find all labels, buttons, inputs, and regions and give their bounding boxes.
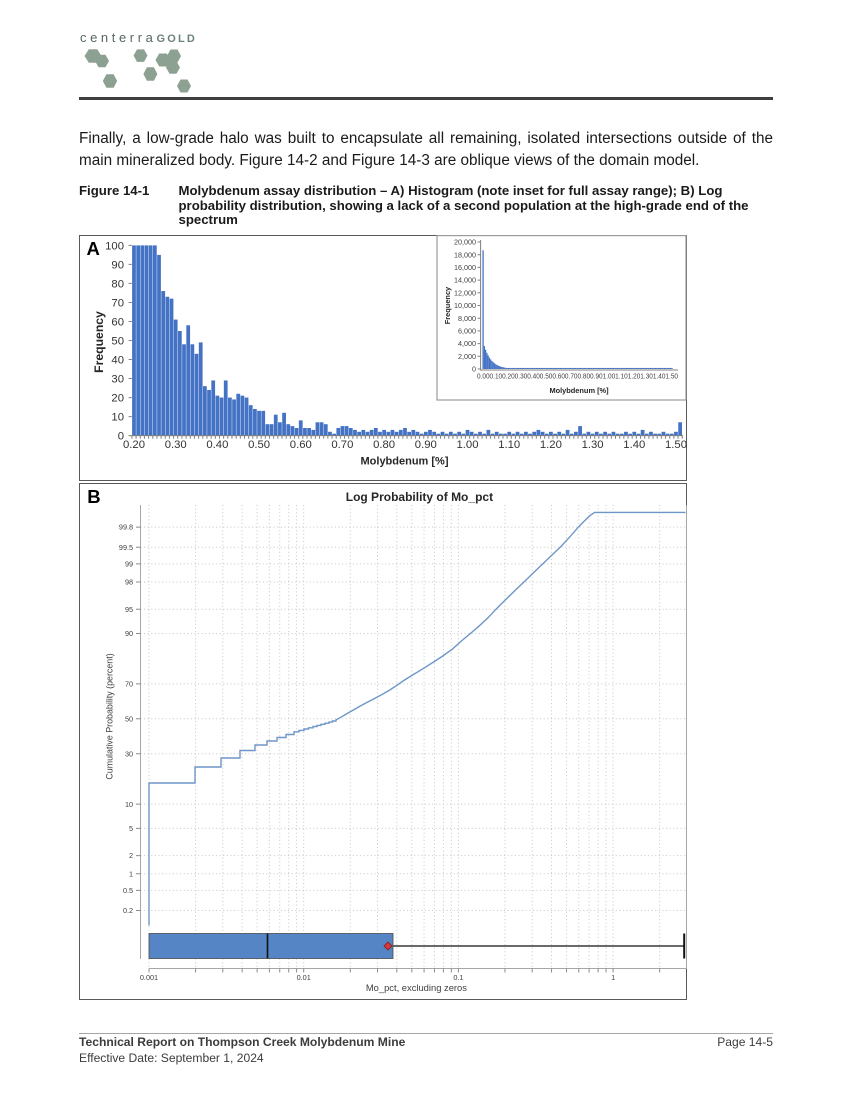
svg-text:0.20: 0.20: [123, 439, 145, 451]
svg-text:20,000: 20,000: [454, 238, 476, 247]
svg-text:0.01: 0.01: [297, 973, 311, 982]
svg-text:12,000: 12,000: [454, 288, 476, 297]
svg-text:0.50: 0.50: [248, 439, 270, 451]
svg-text:10: 10: [111, 412, 124, 424]
svg-text:40: 40: [111, 355, 124, 367]
svg-text:0.000.100.200.300.400.500.600.: 0.000.100.200.300.400.500.600.700.800.90…: [477, 372, 678, 381]
svg-text:50: 50: [125, 714, 133, 723]
svg-text:Molybdenum [%]: Molybdenum [%]: [361, 456, 449, 468]
svg-text:100: 100: [105, 240, 124, 252]
svg-text:10: 10: [125, 800, 133, 809]
svg-text:0.2: 0.2: [123, 906, 133, 915]
svg-text:95: 95: [125, 605, 133, 614]
svg-text:5: 5: [129, 824, 133, 833]
svg-text:70: 70: [125, 680, 133, 689]
svg-text:Cumulative Probability (percen: Cumulative Probability (percent): [104, 653, 114, 779]
svg-text:99.5: 99.5: [119, 543, 133, 552]
svg-text:1: 1: [129, 869, 133, 878]
svg-text:70: 70: [111, 298, 124, 310]
svg-text:0.70: 0.70: [331, 439, 353, 451]
svg-text:98: 98: [125, 578, 133, 587]
svg-text:0.40: 0.40: [206, 439, 228, 451]
svg-text:30: 30: [111, 374, 124, 386]
svg-text:1.50: 1.50: [665, 439, 687, 451]
svg-text:0.5: 0.5: [123, 886, 133, 895]
svg-text:Mo_pct, excluding zeros: Mo_pct, excluding zeros: [366, 982, 467, 993]
svg-text:20: 20: [111, 393, 124, 405]
svg-text:0: 0: [472, 365, 476, 374]
svg-text:50: 50: [111, 336, 124, 348]
svg-text:B: B: [87, 486, 100, 507]
svg-text:30: 30: [125, 749, 133, 758]
svg-text:16,000: 16,000: [454, 263, 476, 272]
svg-text:80: 80: [111, 278, 124, 290]
svg-text:0.1: 0.1: [453, 973, 463, 982]
svg-text:10,000: 10,000: [454, 301, 476, 310]
svg-text:A: A: [87, 238, 100, 259]
svg-text:0.30: 0.30: [165, 439, 187, 451]
svg-text:2,000: 2,000: [458, 352, 476, 361]
svg-text:0.90: 0.90: [415, 439, 437, 451]
svg-text:0.60: 0.60: [290, 439, 312, 451]
svg-text:1: 1: [611, 973, 615, 982]
svg-text:1.30: 1.30: [582, 439, 604, 451]
svg-text:1.00: 1.00: [457, 439, 479, 451]
svg-text:Frequency: Frequency: [92, 311, 106, 373]
svg-text:99.8: 99.8: [119, 523, 133, 532]
svg-text:1.20: 1.20: [540, 439, 562, 451]
svg-text:0: 0: [118, 431, 124, 443]
svg-text:18,000: 18,000: [454, 250, 476, 259]
svg-text:99: 99: [125, 560, 133, 569]
svg-text:1.10: 1.10: [498, 439, 520, 451]
svg-text:0.001: 0.001: [140, 973, 158, 982]
svg-text:8,000: 8,000: [458, 314, 476, 323]
svg-text:Frequency: Frequency: [443, 286, 452, 324]
svg-text:2: 2: [129, 851, 133, 860]
svg-text:14,000: 14,000: [454, 276, 476, 285]
svg-text:Molybdenum [%]: Molybdenum [%]: [549, 386, 609, 395]
svg-text:90: 90: [111, 259, 124, 271]
svg-text:Log Probability of Mo_pct: Log Probability of Mo_pct: [346, 490, 493, 504]
svg-text:1.40: 1.40: [623, 439, 645, 451]
svg-text:6,000: 6,000: [458, 327, 476, 336]
svg-text:60: 60: [111, 317, 124, 329]
svg-text:90: 90: [125, 629, 133, 638]
svg-text:4,000: 4,000: [458, 339, 476, 348]
svg-text:0.80: 0.80: [373, 439, 395, 451]
